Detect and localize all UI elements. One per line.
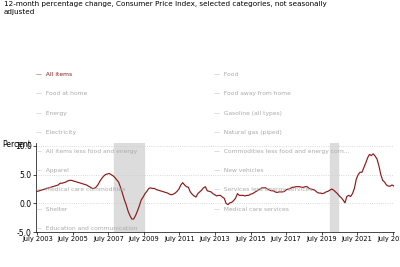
Text: —  Natural gas (piped): — Natural gas (piped) [214,130,282,135]
Bar [330,143,338,232]
Text: —  Energy: — Energy [36,111,67,116]
Text: —  Education and communication: — Education and communication [36,226,138,231]
Text: —  Food at home: — Food at home [36,91,87,96]
Text: —  All items: — All items [36,72,72,77]
Text: —  Shelter: — Shelter [36,207,67,212]
Text: —  Commodities less food and energy corn...: — Commodities less food and energy corn.… [214,149,350,154]
Text: —  Food: — Food [214,72,238,77]
Text: —  Electricity: — Electricity [36,130,76,135]
Bar [114,143,144,232]
Text: Percent: Percent [2,140,31,149]
Text: —  Apparel: — Apparel [36,168,69,173]
Text: —  Medical care services: — Medical care services [214,207,289,212]
Text: —  Food away from home: — Food away from home [214,91,291,96]
Text: 12-month percentage change, Consumer Price Index, selected categories, not seaso: 12-month percentage change, Consumer Pri… [4,1,327,15]
Text: —  Medical care commodities: — Medical care commodities [36,187,125,193]
Text: —  All items less food and energy: — All items less food and energy [36,149,137,154]
Text: —  New vehicles: — New vehicles [214,168,264,173]
Text: —  Services less energy services: — Services less energy services [214,187,312,193]
Text: —  Gasoline (all types): — Gasoline (all types) [214,111,282,116]
